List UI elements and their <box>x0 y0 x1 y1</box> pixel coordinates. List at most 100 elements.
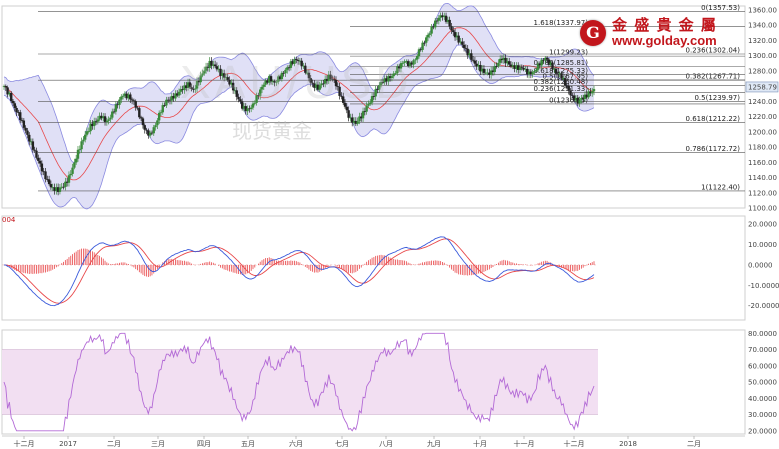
candle-body <box>365 105 368 112</box>
candle-body <box>26 130 29 135</box>
candle-body <box>100 115 103 119</box>
candle-body <box>226 77 229 80</box>
candle-body <box>452 30 455 33</box>
candle-body <box>403 61 406 63</box>
main-y-tick-label: 1360.00 <box>748 6 777 14</box>
candle-body <box>37 157 40 161</box>
candle-body <box>6 87 9 95</box>
candle-body <box>379 82 383 86</box>
candle-body <box>195 81 199 89</box>
main-y-tick-label: 1180.00 <box>748 144 777 152</box>
candle-body <box>434 20 437 28</box>
candle-body <box>289 61 293 68</box>
candle-body <box>484 72 487 74</box>
candle-body <box>166 99 170 101</box>
candle-body <box>31 141 35 150</box>
candle-body <box>347 110 350 118</box>
candle-body <box>461 41 464 45</box>
candle-body <box>522 67 525 70</box>
candle-body <box>448 19 451 27</box>
candle-body <box>334 80 338 87</box>
candle-body <box>49 184 53 188</box>
candle-body <box>183 85 186 91</box>
candle-body <box>190 87 193 90</box>
candle-body <box>17 112 20 113</box>
candle-body <box>38 160 42 164</box>
macd-y-tick-label: 10.0000 <box>748 241 777 249</box>
candle-body <box>280 72 284 80</box>
candle-body <box>62 186 65 188</box>
candle-body <box>482 68 486 73</box>
candle-body <box>502 57 505 61</box>
candle-body <box>396 66 399 74</box>
candle-body <box>136 107 139 109</box>
candle-body <box>253 102 256 104</box>
main-panel-frame <box>1 5 746 209</box>
candle-body <box>121 95 125 97</box>
macd-y-tick-label: 0.0000 <box>748 261 773 269</box>
candle-body <box>488 72 491 75</box>
candle-body <box>498 58 502 63</box>
x-tick-label: 十二月 <box>564 439 585 448</box>
macd-y-tick-label: -10.0000 <box>748 282 779 290</box>
candle-body <box>553 68 556 70</box>
candle-body <box>560 73 563 79</box>
candle-body <box>332 79 336 81</box>
candle-body <box>282 72 285 74</box>
candle-body <box>210 60 213 66</box>
candle-body <box>159 112 163 114</box>
candle-body <box>435 20 439 22</box>
candle-body <box>85 131 89 135</box>
fib-upper-label-3: 0.618(1275.33) <box>534 67 589 75</box>
candle-body <box>19 112 22 121</box>
candle-body <box>444 15 448 22</box>
candle-body <box>320 83 323 86</box>
candle-body <box>545 57 549 60</box>
candle-body <box>322 83 325 85</box>
candle-body <box>381 82 385 83</box>
candle-body <box>349 117 352 119</box>
candle-body <box>94 121 98 123</box>
candle-body <box>569 90 572 96</box>
x-tick-label: 七月 <box>335 439 349 448</box>
candle-body <box>446 19 450 22</box>
candle-body <box>408 62 412 66</box>
candle-body <box>255 95 258 103</box>
candle-body <box>562 78 565 79</box>
main-y-tick-label: 1280.00 <box>748 67 777 75</box>
candle-body <box>331 79 334 81</box>
candle-body <box>318 85 321 90</box>
candle-body <box>369 102 372 104</box>
candle-body <box>284 69 287 74</box>
macd-panel-label-text: 004 <box>2 216 16 224</box>
x-tick-label: 五月 <box>241 440 255 448</box>
candle-body <box>491 70 495 73</box>
candle-body <box>76 149 80 159</box>
candle-body <box>230 82 233 85</box>
main-y-tick-label: 1160.00 <box>748 159 777 167</box>
candle-body <box>394 73 397 74</box>
candle-body <box>221 73 224 76</box>
candle-body <box>565 85 569 87</box>
candle-body <box>563 78 567 86</box>
fib-lower-label-4: 0.618(1212.22) <box>686 115 741 123</box>
candle-body <box>114 104 118 112</box>
candle-body <box>428 33 432 35</box>
candle-body <box>228 79 231 85</box>
fib-lower-label-0: 0(1357.53) <box>701 4 740 12</box>
candle-body <box>125 93 128 99</box>
candle-body <box>293 59 296 64</box>
candle-body <box>340 95 343 97</box>
candle-body <box>587 91 590 98</box>
candle-body <box>493 66 496 73</box>
candle-body <box>199 75 202 83</box>
candle-body <box>471 59 475 61</box>
brand-logo: G <box>580 20 606 46</box>
candle-body <box>147 130 150 136</box>
candle-body <box>295 59 298 61</box>
main-y-tick-label: 1220.00 <box>748 113 777 121</box>
candle-body <box>576 97 579 104</box>
candle-body <box>161 105 164 113</box>
candle-body <box>168 99 172 101</box>
candle-body <box>392 73 395 77</box>
